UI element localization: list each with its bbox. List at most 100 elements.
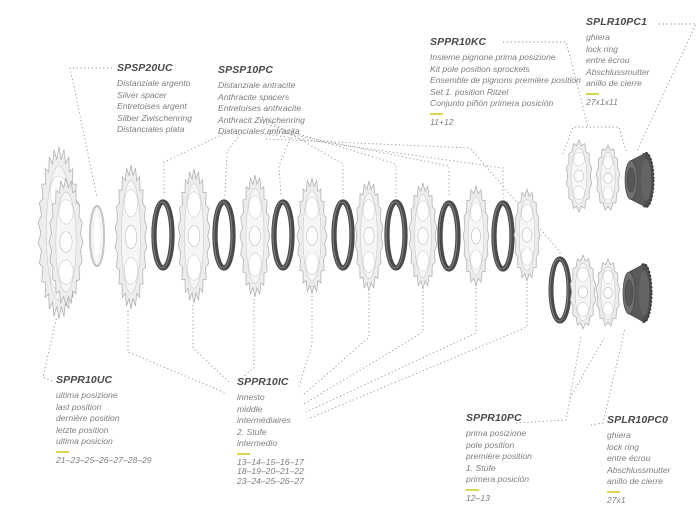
spacer-dark-icon <box>271 199 295 271</box>
part-desc-line: Set 1. position Ritzel <box>430 86 509 97</box>
leader-line-spsp10pc-7 <box>264 133 504 198</box>
part-sizes: 27x1x11 <box>586 96 618 107</box>
highlight-underline <box>56 450 69 453</box>
leader-line-spsp10pc-1 <box>163 130 231 196</box>
part-label-splr10pc1: SPLR10PC1 ghiera lock ring entre écrou A… <box>586 16 650 107</box>
spacer-dark-icon <box>151 199 175 271</box>
part-label-sppr10pc: SPPR10PC prima posizione pole position p… <box>466 412 532 503</box>
part-sizes: 18–19–20–21–22 <box>237 466 304 477</box>
part-desc-line: Kit pole position sprockets <box>430 63 530 74</box>
part-desc-line: dernière position <box>56 413 120 424</box>
leader-line-spsp10pc-4 <box>261 116 344 196</box>
sprocket-icon <box>595 258 621 327</box>
part-label-sppr10kc: SPPR10KC Insieme pignone prima posizione… <box>430 36 581 127</box>
highlight-underline <box>586 92 599 95</box>
leader-line-sppr10ic-8 <box>307 283 528 420</box>
part-desc-line: entre écrou <box>586 55 630 66</box>
part-code: SPSP20UC <box>117 62 173 74</box>
part-desc-line: 1. Stufe <box>466 462 496 473</box>
part-desc-line: Entretoises argent <box>117 101 187 112</box>
part-code: SPPR10IC <box>237 376 289 388</box>
leader-line-sppr10ic-6 <box>303 291 424 405</box>
part-code: SPPR10PC <box>466 412 522 424</box>
highlight-underline <box>237 452 250 455</box>
sprocket-icon <box>48 177 84 307</box>
part-desc-line: last position <box>56 401 102 412</box>
part-desc-line: Silver spacer <box>117 89 167 100</box>
part-desc-line: intermedio <box>237 438 278 449</box>
sprocket-icon <box>565 139 593 213</box>
part-code: SPLR10PC1 <box>586 16 648 28</box>
part-desc-line: Anthracit Zwischenring <box>218 114 305 125</box>
part-label-sppr10ic: SPPR10IC innesto middle intermédiaires 2… <box>237 376 304 486</box>
part-desc-line: pole position <box>466 439 515 450</box>
part-desc-line: middle <box>237 403 263 414</box>
part-label-sppr10uc: SPPR10UC ultima posizione last position … <box>56 374 152 465</box>
part-desc-line: Ensemble de pignons première position <box>430 75 581 86</box>
lockring-icon <box>624 152 655 208</box>
sprocket-icon <box>114 164 148 310</box>
part-desc-line: ghiera <box>586 32 610 42</box>
part-code: SPLR10PC0 <box>607 414 669 426</box>
part-sizes: 11+12 <box>430 116 454 127</box>
part-sizes: 13–14–15–16–17 <box>237 456 304 467</box>
part-desc-line: Distanziale antracite <box>218 80 296 90</box>
highlight-underline <box>607 490 620 493</box>
part-label-spsp20uc: SPSP20UC Distanziale argento Silver spac… <box>117 62 192 136</box>
part-label-spsp10pc: SPSP10PC Distanziale antracite Anthracit… <box>218 64 305 138</box>
part-desc-line: intermédiaires <box>237 415 291 426</box>
part-desc-line: Abschlussmutter <box>586 66 650 77</box>
part-desc-line: Distanziale argento <box>117 78 191 88</box>
spacer-dark-icon <box>491 200 515 272</box>
part-desc-line: primera posición <box>466 474 530 485</box>
leader-line-sppr10pc-arm <box>569 337 605 399</box>
part-desc-line: entre écrou <box>607 453 651 464</box>
part-desc-line: Entretoises anthracite <box>218 103 302 114</box>
leader-line-sppr10uc <box>42 315 58 382</box>
part-sizes: 21–23–25–26–27–28–29 <box>56 454 152 465</box>
leader-line-sppr10ic-3 <box>242 299 255 378</box>
leader-line-spsp10pc-3 <box>278 130 294 197</box>
spacer-silver-icon <box>88 204 106 268</box>
spacer-dark-icon <box>384 199 408 271</box>
sprocket-icon <box>239 174 271 298</box>
part-desc-line: ultima posicion <box>56 436 113 447</box>
spacer-dark-icon <box>331 199 355 271</box>
leader-line-splr10pc0 <box>590 328 626 426</box>
part-desc-line: Anthracite spacers <box>218 91 290 102</box>
leader-line-splr10pc1 <box>636 23 697 152</box>
part-sizes: 27x1 <box>607 494 626 505</box>
highlight-underline <box>466 488 479 491</box>
part-desc-line: innesto <box>237 392 265 402</box>
part-label-splr10pc0: SPLR10PC0 ghiera lock ring entre écrou A… <box>607 414 671 505</box>
leader-line-sppr10ic-4 <box>298 296 313 388</box>
part-desc-line: ultima posizione <box>56 390 118 400</box>
sprocket-icon <box>296 177 328 295</box>
part-code: SPSP10PC <box>218 64 274 76</box>
part-desc-line: ghiera <box>607 430 631 440</box>
spacer-dark-icon <box>212 199 236 271</box>
leader-line-sppr10ic-7 <box>305 288 477 413</box>
part-desc-line: anillo de cierre <box>586 78 642 89</box>
spacer-dark-icon <box>437 200 461 272</box>
sprocket-icon <box>177 168 211 304</box>
spacer-dark-icon <box>548 256 572 324</box>
part-desc-line: prima posizione <box>466 428 527 438</box>
part-desc-line: 2. Stufe <box>237 426 267 437</box>
part-sizes: 12–13 <box>466 492 490 503</box>
leader-line-spsp10pc-2 <box>224 133 241 197</box>
lockring-icon <box>622 263 653 323</box>
sprocket-icon <box>569 254 597 330</box>
sprocket-icon <box>462 184 490 288</box>
highlight-underline <box>430 112 443 115</box>
sprocket-icon <box>595 144 621 211</box>
leader-line-sppr10ic-2 <box>192 305 231 384</box>
part-desc-line: anillo de cierre <box>607 476 663 487</box>
part-desc-line: lock ring <box>586 43 618 54</box>
part-desc-line: première position <box>466 451 532 462</box>
leader-line-spsp10pc-6 <box>263 128 450 197</box>
sprocket-icon <box>354 180 384 292</box>
part-code: SPPR10KC <box>430 36 487 48</box>
